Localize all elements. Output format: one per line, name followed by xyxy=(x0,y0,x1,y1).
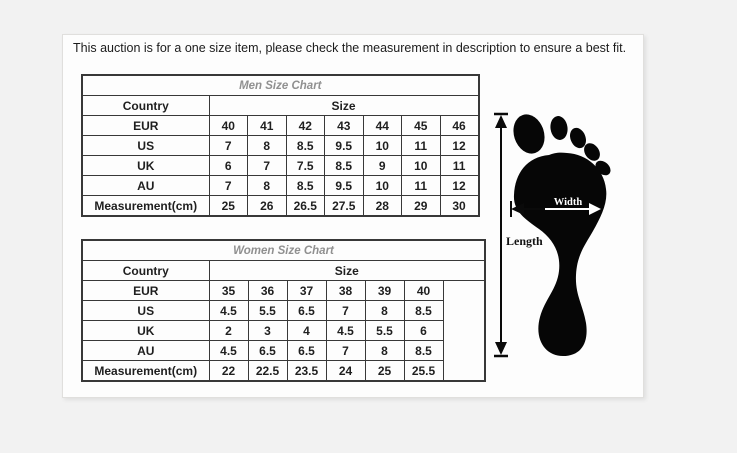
empty-trailing-cell xyxy=(442,280,486,382)
size-value: 8 xyxy=(364,300,405,321)
size-value: 7 xyxy=(247,155,287,176)
table-title: Women Size Chart xyxy=(81,239,486,261)
size-value: 9 xyxy=(362,155,402,176)
size-value: 11 xyxy=(439,155,480,176)
size-value: 26 xyxy=(247,195,287,217)
row-label: EUR xyxy=(81,280,210,301)
row-label: AU xyxy=(81,175,210,196)
length-arrow xyxy=(494,112,508,358)
size-value: 11 xyxy=(401,135,441,156)
size-value: 4.5 xyxy=(208,340,249,361)
size-value: 11 xyxy=(401,175,441,196)
size-value: 10 xyxy=(362,175,402,196)
size-value: 35 xyxy=(208,280,249,301)
table-title: Men Size Chart xyxy=(81,74,480,96)
row-label: US xyxy=(81,300,210,321)
size-header: Size xyxy=(208,260,486,281)
length-label: Length xyxy=(506,234,543,248)
size-value: 8.5 xyxy=(285,175,325,196)
size-value: 8 xyxy=(247,135,287,156)
size-value: 6 xyxy=(403,320,444,341)
size-value: 7 xyxy=(208,135,248,156)
size-value: 29 xyxy=(401,195,441,217)
size-value: 12 xyxy=(439,135,480,156)
size-value: 6.5 xyxy=(247,340,288,361)
size-value: 12 xyxy=(439,175,480,196)
size-value: 40 xyxy=(403,280,444,301)
size-value: 4.5 xyxy=(325,320,366,341)
size-value: 10 xyxy=(401,155,441,176)
size-value: 26.5 xyxy=(285,195,325,217)
size-value: 23.5 xyxy=(286,360,327,382)
size-value: 7 xyxy=(325,340,366,361)
row-label: Measurement(cm) xyxy=(81,195,210,217)
size-value: 6.5 xyxy=(286,300,327,321)
size-value: 4.5 xyxy=(208,300,249,321)
size-value: 8 xyxy=(364,340,405,361)
size-value: 7 xyxy=(325,300,366,321)
size-value: 27.5 xyxy=(324,195,364,217)
size-value: 25.5 xyxy=(403,360,444,382)
size-value: 22 xyxy=(208,360,249,382)
width-label: Width xyxy=(554,197,583,208)
size-value: 45 xyxy=(401,115,441,136)
size-value: 8.5 xyxy=(324,155,364,176)
row-label: EUR xyxy=(81,115,210,136)
size-value: 7 xyxy=(208,175,248,196)
size-value: 24 xyxy=(325,360,366,382)
size-value: 28 xyxy=(362,195,402,217)
size-value: 8.5 xyxy=(403,340,444,361)
size-header: Size xyxy=(208,95,480,116)
footprint-icon xyxy=(513,114,611,356)
country-header: Country xyxy=(81,260,210,281)
size-value: 6 xyxy=(208,155,248,176)
size-value: 8 xyxy=(247,175,287,196)
size-value: 2 xyxy=(208,320,249,341)
size-value: 44 xyxy=(362,115,402,136)
size-value: 9.5 xyxy=(324,175,364,196)
size-value: 8.5 xyxy=(403,300,444,321)
size-value: 39 xyxy=(364,280,405,301)
auction-notice: This auction is for a one size item, ple… xyxy=(73,41,627,55)
size-value: 25 xyxy=(364,360,405,382)
content-panel: This auction is for a one size item, ple… xyxy=(62,34,644,398)
size-value: 22.5 xyxy=(247,360,288,382)
size-value: 7.5 xyxy=(285,155,325,176)
size-value: 42 xyxy=(285,115,325,136)
size-value: 43 xyxy=(324,115,364,136)
size-value: 36 xyxy=(247,280,288,301)
men-size-chart-table: Men Size Chart Country Size EUR 40 41 42 43 44 45… xyxy=(81,74,480,217)
size-value: 46 xyxy=(439,115,480,136)
row-label: Measurement(cm) xyxy=(81,360,210,382)
size-value: 30 xyxy=(439,195,480,217)
size-value: 41 xyxy=(247,115,287,136)
foot-measurement-diagram: Length Width xyxy=(494,112,611,358)
size-value: 4 xyxy=(286,320,327,341)
row-label: UK xyxy=(81,320,210,341)
width-arrow xyxy=(510,201,601,217)
size-value: 5.5 xyxy=(364,320,405,341)
size-value: 6.5 xyxy=(286,340,327,361)
size-value: 38 xyxy=(325,280,366,301)
size-value: 8.5 xyxy=(285,135,325,156)
size-value: 3 xyxy=(247,320,288,341)
size-value: 9.5 xyxy=(324,135,364,156)
size-value: 25 xyxy=(208,195,248,217)
women-size-chart-table: Women Size Chart Country Size EUR 35 36 37 38 39… xyxy=(81,239,486,382)
size-value: 40 xyxy=(208,115,248,136)
row-label: UK xyxy=(81,155,210,176)
size-value: 10 xyxy=(362,135,402,156)
size-value: 5.5 xyxy=(247,300,288,321)
row-label: AU xyxy=(81,340,210,361)
size-value: 37 xyxy=(286,280,327,301)
row-label: US xyxy=(81,135,210,156)
country-header: Country xyxy=(81,95,210,116)
